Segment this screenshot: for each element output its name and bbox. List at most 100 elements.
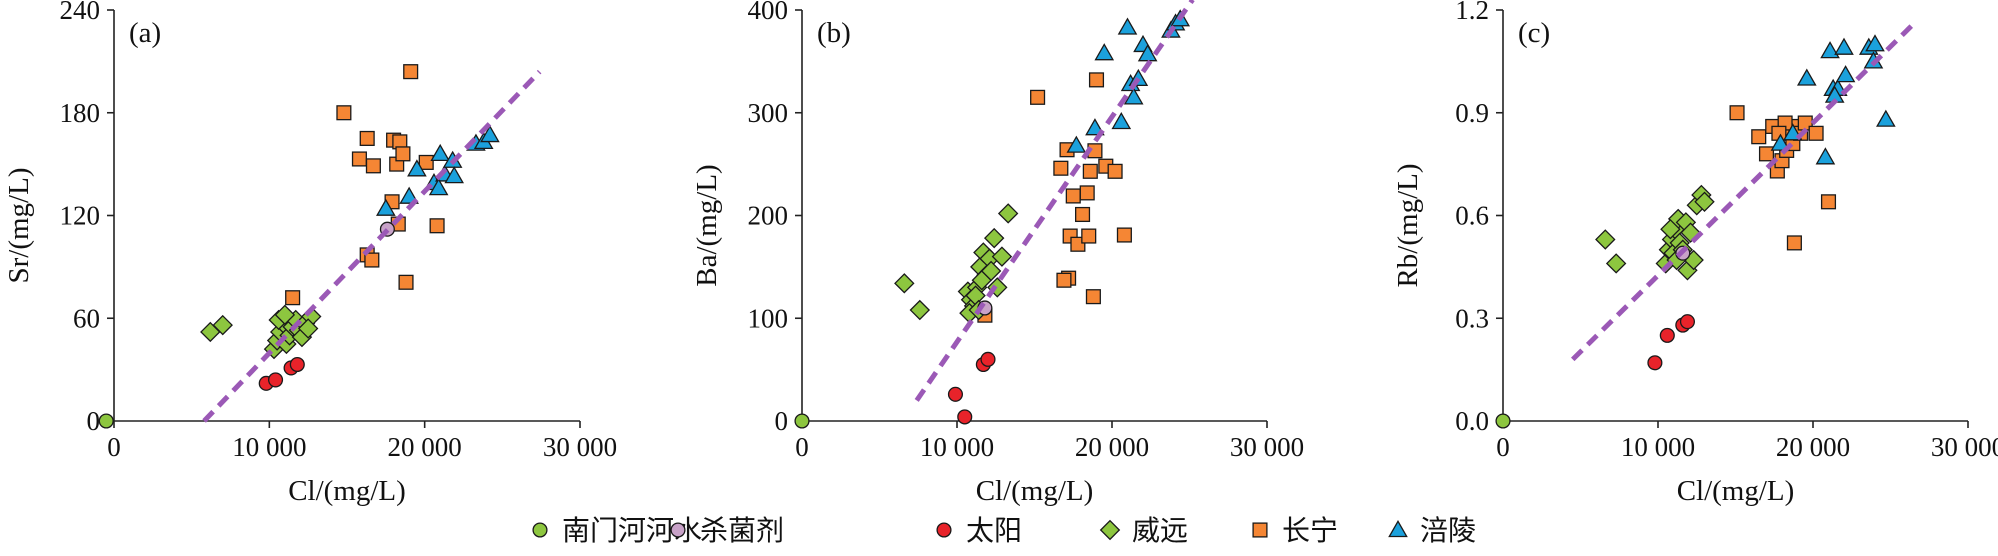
data-point-changning: [365, 158, 381, 174]
data-point-weiyuan: [212, 314, 233, 336]
x-tick-label: 30 000: [1230, 432, 1304, 462]
data-point-changning: [359, 130, 375, 146]
legend-label-shajunji: 杀菌剂: [700, 514, 784, 547]
panel-c: 0 10 000 20 000 30 000 0.0 0.3 0.6 0.9 1.2 Cl/(mg…: [1392, 0, 1998, 507]
legend-marker-changning: [1252, 522, 1268, 538]
data-point-weiyuan: [274, 304, 296, 326]
data-point-changning: [1056, 272, 1072, 288]
data-point-fuling: [1123, 87, 1144, 105]
panel-b: 0 10 000 20 000 30 000 0 100 200 300 400 Cl/(mg/L…: [691, 0, 1304, 507]
legend-label-taiyang: 太阳: [966, 514, 1022, 547]
y-tick-label: 200: [748, 201, 789, 231]
y-tick-label: 100: [748, 303, 789, 333]
data-point-changning: [1079, 185, 1095, 201]
data-point-nanmen: [794, 413, 810, 429]
trend-line: [202, 69, 542, 423]
data-point-taiyang: [1647, 355, 1663, 371]
data-point-changning: [1053, 160, 1069, 176]
legend-label-changning: 长宁: [1282, 514, 1338, 547]
data-point-fuling: [407, 159, 427, 177]
y-tick-label: 120: [60, 201, 101, 231]
panel-label: (c): [1518, 17, 1550, 49]
legend-marker-nanmen: [532, 522, 548, 538]
data-point-changning: [1082, 163, 1098, 179]
data-point-fuling: [1865, 34, 1885, 52]
data-point-weiyuan: [997, 203, 1019, 224]
x-axis-title: Cl/(mg/L): [976, 475, 1094, 507]
legend-marker-shajunji: [670, 522, 686, 538]
data-point-changning: [351, 151, 367, 167]
data-point-changning: [336, 105, 352, 121]
data-point-fuling: [376, 198, 396, 216]
data-point-changning: [1751, 129, 1767, 145]
data-point-changning: [1088, 72, 1105, 88]
x-tick-label: 10 000: [1621, 432, 1695, 462]
data-point-taiyang: [980, 351, 996, 367]
legend-label-weiyuan: 威远: [1132, 514, 1188, 547]
x-tick-label: 30 000: [1931, 432, 1998, 462]
data-point-taiyang: [947, 386, 963, 402]
trend-line: [914, 0, 1195, 402]
y-tick-label: 180: [60, 98, 101, 128]
data-point-nanmen: [1495, 413, 1511, 429]
data-point-changning: [1758, 146, 1775, 162]
data-point-fuling: [1820, 41, 1840, 59]
data-point-fuling: [1770, 133, 1791, 151]
x-axis-title: Cl/(mg/L): [1677, 475, 1795, 507]
data-point-weiyuan: [1660, 218, 1681, 240]
y-tick-label: 240: [60, 0, 101, 25]
data-point-taiyang: [1659, 327, 1675, 343]
data-point-weiyuan: [1605, 253, 1627, 274]
x-tick-label: 20 000: [388, 432, 462, 462]
legend-label-fuling: 涪陵: [1420, 514, 1476, 547]
data-point-weiyuan: [1694, 191, 1715, 213]
data-point-fuling: [1066, 135, 1087, 153]
y-tick-label: 60: [73, 303, 100, 333]
data-point-changning: [1808, 125, 1824, 141]
data-point-weiyuan: [991, 246, 1013, 267]
data-point-nanmen: [98, 413, 114, 429]
data-point-changning: [403, 64, 419, 80]
data-point-changning: [1065, 188, 1081, 204]
data-point-taiyang: [1679, 314, 1695, 330]
legend-marker-weiyuan: [1099, 519, 1121, 541]
y-axis-title: Rb/(mg/L): [1392, 163, 1424, 287]
data-point-fuling: [1835, 65, 1856, 83]
data-point-changning: [398, 274, 414, 290]
data-point-weiyuan: [297, 318, 319, 339]
x-tick-label: 20 000: [1075, 432, 1149, 462]
data-point-changning: [1030, 89, 1046, 105]
panel-label: (b): [817, 17, 851, 49]
data-point-fuling: [444, 166, 465, 184]
data-point-fuling: [430, 143, 451, 162]
x-tick-label: 10 000: [920, 432, 994, 462]
x-tick-label: 20 000: [1776, 432, 1850, 462]
y-tick-label: 0.6: [1455, 201, 1489, 231]
data-point-fuling: [1834, 37, 1854, 55]
data-point-weiyuan: [1595, 229, 1616, 250]
data-point-changning: [1786, 235, 1802, 251]
data-point-changning: [1729, 105, 1745, 121]
y-tick-label: 0.0: [1455, 406, 1489, 436]
data-point-fuling: [1815, 147, 1836, 165]
x-tick-label: 0: [107, 432, 121, 462]
y-tick-label: 1.2: [1455, 0, 1489, 25]
y-axis-title: Sr/(mg/L): [3, 168, 35, 284]
data-point-fuling: [1876, 109, 1896, 127]
data-point-weiyuan: [909, 299, 931, 321]
data-point-taiyang: [957, 409, 973, 425]
y-tick-label: 400: [748, 0, 789, 25]
data-point-changning: [395, 146, 411, 162]
y-axis-title: Ba/(mg/L): [691, 164, 723, 286]
legend-marker-taiyang: [936, 522, 952, 538]
data-point-fuling: [480, 125, 500, 143]
trend-line: [1570, 21, 1916, 362]
data-point-weiyuan: [980, 260, 1002, 282]
data-point-weiyuan: [983, 227, 1005, 249]
data-point-changning: [285, 290, 301, 306]
data-point-changning: [418, 154, 434, 170]
panel-a: 0 10 000 20 000 30 000 0 60 120 180 240 Cl/(mg/L)…: [3, 0, 617, 507]
y-tick-label: 0.3: [1455, 303, 1489, 333]
